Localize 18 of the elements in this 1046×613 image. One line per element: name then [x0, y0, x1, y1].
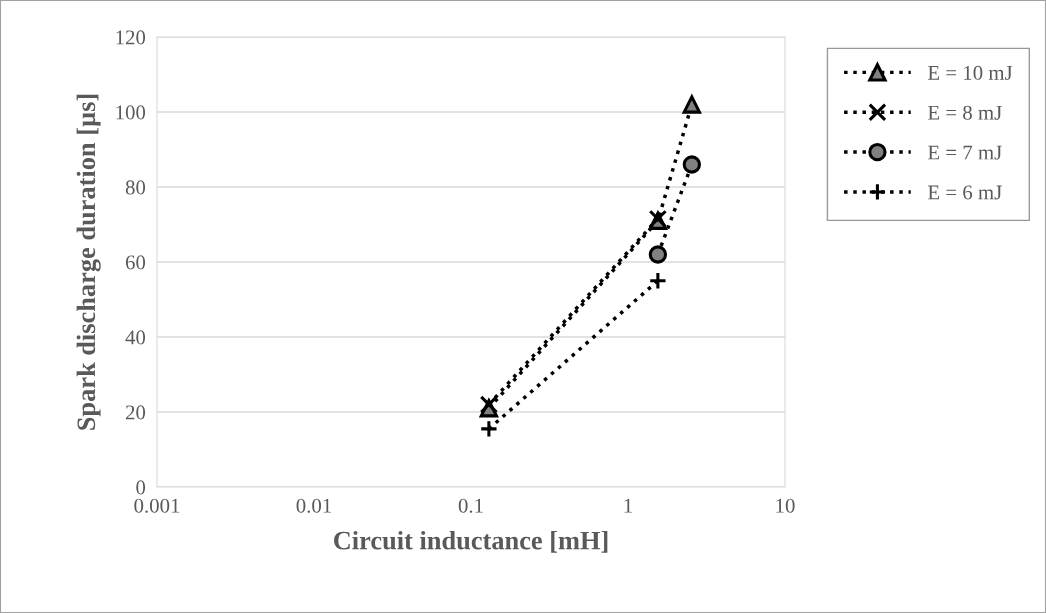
y-tick-label: 80: [125, 180, 146, 195]
y-axis-title: Spark discharge duration [µs]: [76, 94, 101, 430]
y-tick-label: 0: [136, 480, 146, 495]
y-tick-label: 100: [116, 105, 146, 120]
legend-label: E = 8 mJ: [928, 105, 1002, 120]
x-axis-title: Circuit inductance [mH]: [334, 530, 608, 553]
y-tick-label: 40: [125, 330, 146, 345]
y-tick-label: 60: [125, 255, 146, 270]
x-tick-label: 0.01: [296, 498, 331, 513]
x-tick-label: 0.001: [134, 498, 180, 513]
x-tick-label: 10: [776, 498, 795, 513]
x-tick-label: 1: [624, 498, 632, 513]
y-tick-label: 120: [116, 30, 146, 45]
x-tick-label: 0.1: [458, 498, 483, 513]
legend-label: E = 7 mJ: [928, 145, 1002, 160]
y-tick-label: 20: [125, 405, 146, 420]
legend-label: E = 6 mJ: [928, 185, 1002, 200]
legend-label: E = 10 mJ: [928, 65, 1013, 80]
